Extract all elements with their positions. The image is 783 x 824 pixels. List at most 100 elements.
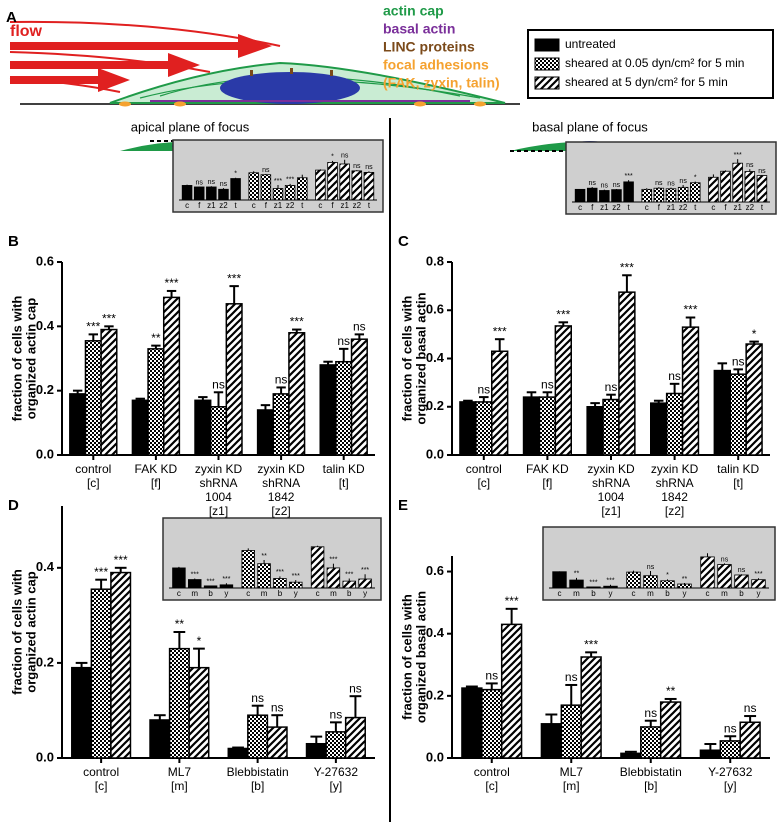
bar	[188, 666, 210, 759]
y-axis-label: fraction of cells with	[399, 296, 414, 422]
y-tick-label: 0.2	[36, 382, 54, 397]
error-bar	[72, 389, 83, 394]
inset-bar	[315, 169, 326, 201]
error-bar	[505, 607, 518, 625]
inset-significance-label: *	[694, 174, 697, 181]
legend-swatch	[534, 38, 560, 52]
significance-label: ***	[493, 324, 507, 338]
y-tick-label: 0.2	[426, 398, 444, 413]
inset-bar	[552, 571, 567, 589]
significance-label: ns	[541, 377, 554, 391]
error-bar	[193, 647, 205, 668]
x-tick-label: ML7	[168, 765, 192, 779]
significance-label: **	[666, 684, 676, 698]
error-bar	[465, 685, 478, 689]
error-bar	[590, 402, 600, 407]
component-label: actin cap	[383, 3, 444, 19]
inset-bar	[665, 188, 677, 203]
significance-label: ns	[668, 369, 681, 383]
inset-significance-label: ns	[738, 567, 746, 574]
inset-significance-label: ***	[625, 173, 633, 180]
bar	[745, 343, 763, 456]
bar	[602, 398, 620, 456]
inset-bar	[248, 172, 259, 201]
error-bar	[624, 750, 637, 754]
inset-significance-label: ns	[365, 164, 373, 171]
y-axis-label: organized basal actin	[413, 591, 428, 723]
panel-label: D	[8, 497, 19, 514]
inset-category-label: z1	[207, 201, 216, 210]
inset-category-label: c	[706, 589, 710, 598]
error-bar	[653, 399, 664, 404]
inset-bar	[188, 579, 202, 589]
inset-category-label: z1	[340, 201, 349, 210]
legend-label: untreated	[565, 37, 616, 51]
inset-category-label: m	[330, 589, 337, 598]
inset-bar	[586, 586, 601, 589]
inset-category-label: c	[558, 589, 562, 598]
inset-category-label: b	[208, 589, 213, 598]
bar	[729, 373, 747, 456]
inset-significance-label: ns	[667, 180, 675, 187]
inset-significance-label: ***	[206, 579, 214, 586]
significance-label: ns	[565, 670, 578, 684]
inset-bar	[219, 584, 234, 589]
inset-category-label: y	[609, 589, 613, 598]
bar	[554, 325, 572, 456]
x-tick-label: shRNA	[592, 476, 630, 490]
inset-category-label: z2	[353, 201, 362, 210]
x-tick-label: FAK KD	[135, 462, 178, 476]
error-bar	[585, 651, 598, 657]
inset-bar	[257, 563, 271, 589]
significance-label: **	[151, 331, 161, 345]
error-bar	[232, 746, 244, 749]
significance-label: ns	[605, 380, 618, 394]
inset-category-label: c	[177, 589, 181, 598]
error-bar	[542, 391, 553, 398]
inset-significance-label: *	[331, 154, 334, 161]
x-tick-label: Y-27632	[314, 765, 359, 779]
bar	[640, 726, 662, 759]
error-bar	[685, 316, 696, 328]
inset-category-label: z2	[219, 201, 228, 210]
error-bar	[749, 340, 759, 345]
bar	[149, 719, 171, 759]
error-bar	[292, 328, 302, 333]
component-label: (FAK, zyxin, talin)	[383, 75, 500, 91]
flow-label: flow	[10, 23, 43, 40]
error-bar	[323, 360, 333, 365]
error-bar	[310, 735, 323, 744]
bar	[305, 742, 327, 759]
significance-label: ns	[275, 373, 288, 387]
error-bar	[153, 714, 166, 720]
bar	[247, 714, 269, 759]
significance-label: ns	[477, 382, 490, 396]
x-tick-label: Y-27632	[708, 765, 753, 779]
inset-significance-label: ***	[361, 567, 369, 574]
inset-significance-label: ns	[353, 163, 361, 170]
y-tick-label: 0.6	[426, 302, 444, 317]
error-bar	[173, 631, 186, 649]
y-tick-label: 0.0	[426, 446, 444, 461]
inset-category-label: f	[591, 203, 594, 212]
inset-category-label: y	[757, 589, 761, 598]
inset-category-label: c	[185, 201, 189, 210]
bar	[100, 328, 118, 456]
bar	[335, 360, 353, 456]
inset-bar	[569, 579, 584, 589]
inset-significance-label: ns	[613, 182, 621, 189]
bar	[659, 701, 682, 759]
y-tick-label: 0.4	[36, 559, 55, 574]
y-tick-label: 0.4	[36, 318, 55, 333]
inset-bar	[603, 585, 618, 589]
error-bar	[213, 391, 224, 407]
heading: apical plane of focus	[131, 119, 250, 134]
inset-category-label: b	[739, 589, 744, 598]
error-bar	[717, 362, 728, 371]
bar	[586, 406, 604, 456]
bar	[84, 340, 102, 456]
inset-bar	[623, 181, 634, 203]
error-bar	[479, 396, 489, 402]
error-bar	[339, 347, 349, 362]
